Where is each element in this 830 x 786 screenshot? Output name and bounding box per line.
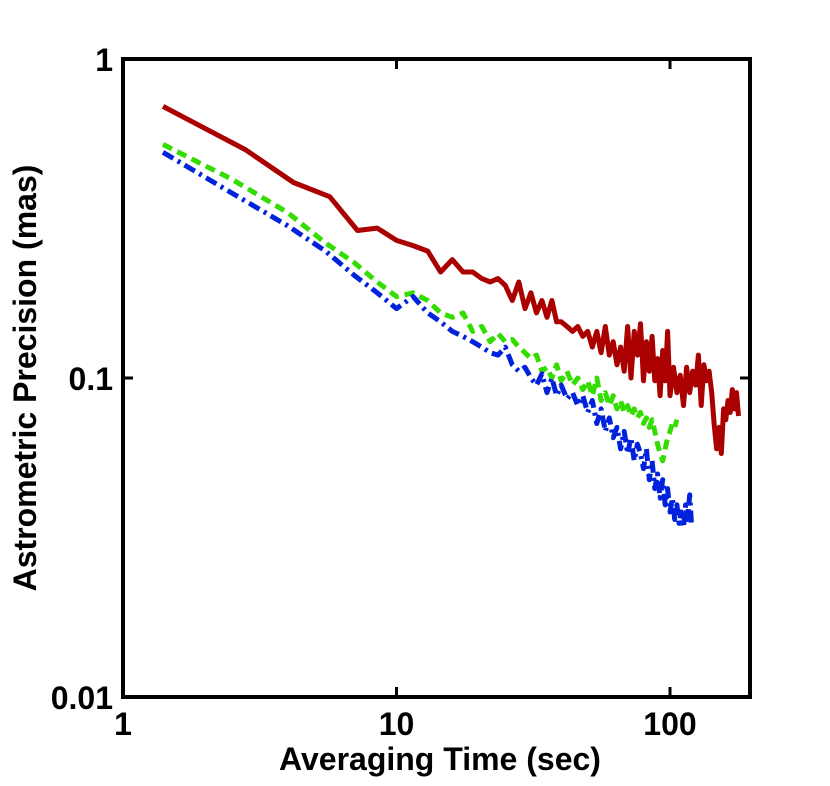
y-tick-label: 1 <box>95 42 113 78</box>
x-axis-label: Averaging Time (sec) <box>279 741 601 777</box>
series-layer <box>161 104 741 530</box>
x-tick-label: 1 <box>114 706 132 742</box>
series-line-green-dashed <box>161 142 680 464</box>
series-line-red-solid <box>161 104 741 456</box>
series-line-blue-dashdot <box>161 150 695 530</box>
x-tick-label: 100 <box>643 706 696 742</box>
y-axis-label: Astrometric Precision (mas) <box>7 165 43 592</box>
y-tick-label: 0.01 <box>51 680 113 716</box>
x-tick-label: 10 <box>379 706 415 742</box>
tick-layer: 1 10 100 0.01 0.1 1 <box>51 42 750 742</box>
y-tick-label: 0.1 <box>69 361 113 397</box>
